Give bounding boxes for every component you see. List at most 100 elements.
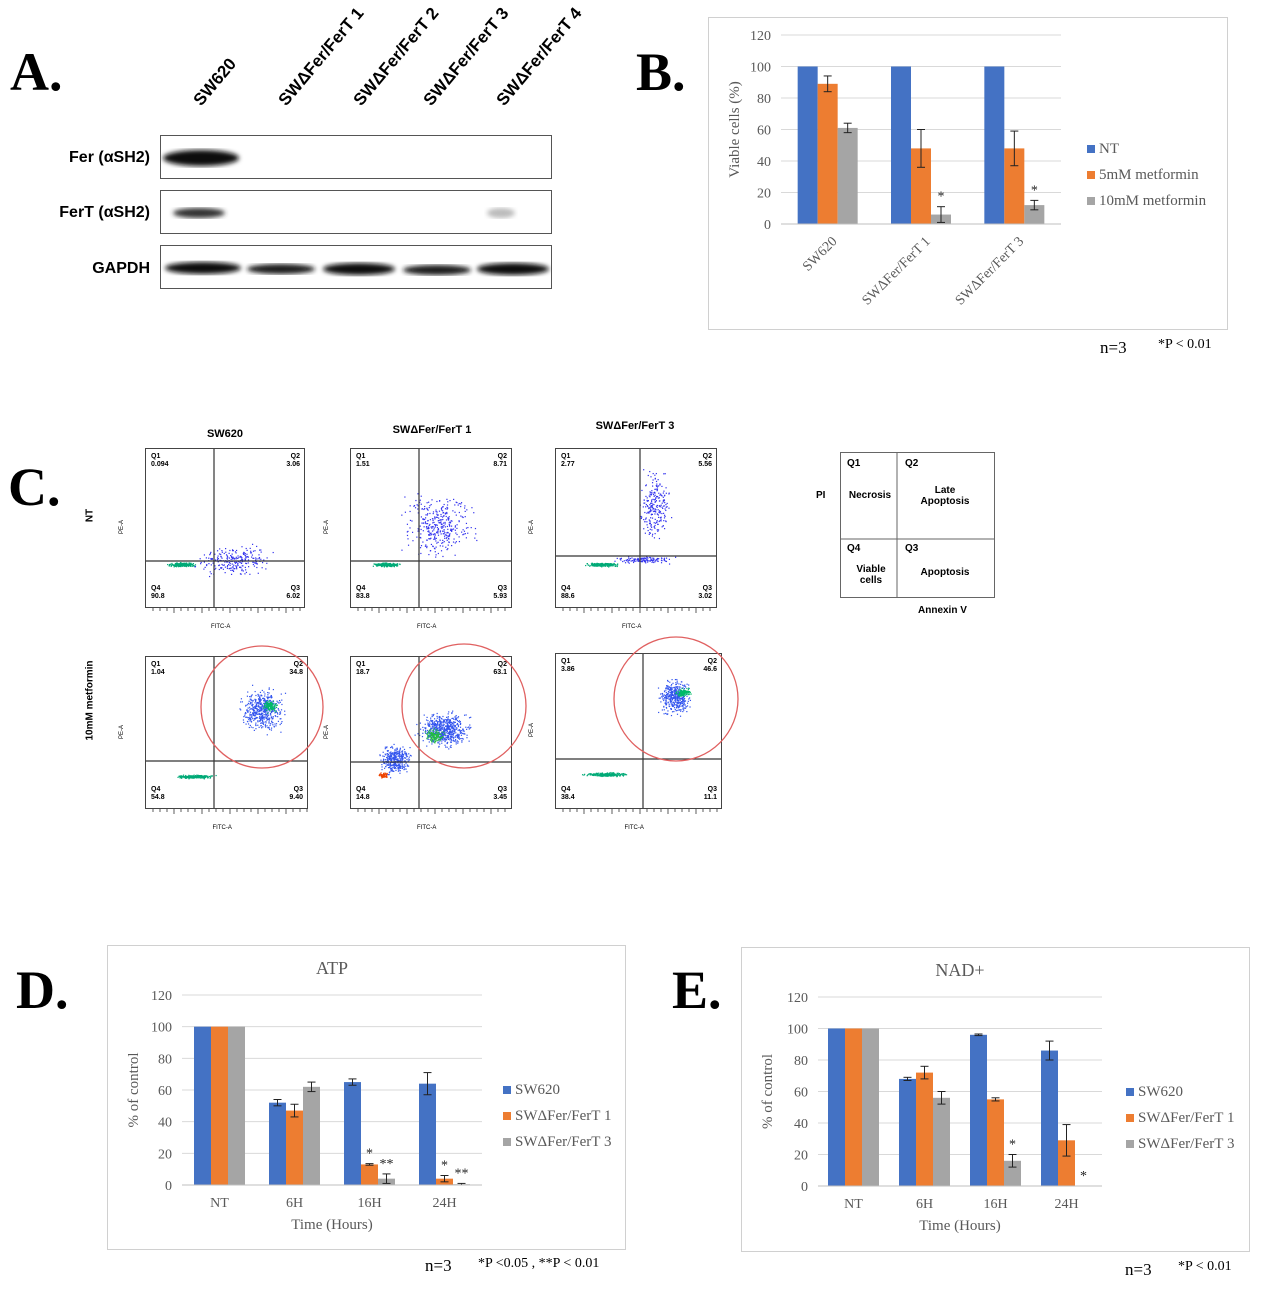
event-dot <box>656 529 658 531</box>
event-dot <box>661 506 663 508</box>
event-dot <box>270 714 272 716</box>
event-dot <box>240 709 242 711</box>
event-dot <box>390 759 393 761</box>
event-dot <box>256 702 258 704</box>
event-dot <box>447 713 449 715</box>
event-dot <box>461 516 463 518</box>
legend-label: 10mM metformin <box>1099 193 1207 209</box>
event-dot <box>377 563 379 565</box>
event-dot <box>256 711 258 713</box>
event-dot <box>280 718 282 720</box>
event-dot <box>397 760 399 762</box>
event-dot <box>662 496 664 498</box>
flow-x-axis-label: FITC-A <box>212 825 232 831</box>
flow-y-axis-label: PE-A <box>324 724 331 739</box>
event-dot <box>460 503 462 505</box>
event-dot <box>663 557 666 559</box>
event-dot <box>280 731 282 733</box>
event-dot <box>465 726 467 728</box>
event-dot <box>627 561 629 563</box>
event-dot <box>246 553 248 555</box>
event-dot <box>428 741 430 743</box>
event-dot <box>650 494 652 496</box>
event-dot <box>249 573 251 575</box>
event-dot <box>181 564 183 567</box>
quadrant-name: Q3 <box>702 585 712 592</box>
event-dot <box>392 753 394 755</box>
event-dot <box>662 507 664 510</box>
event-dot <box>454 526 456 528</box>
event-dot <box>267 715 269 717</box>
event-dot <box>208 575 211 578</box>
event-dot <box>668 698 670 700</box>
event-dot <box>398 755 400 757</box>
event-dot <box>436 712 438 715</box>
event-dot <box>284 710 286 712</box>
event-dot <box>660 559 663 561</box>
event-dot <box>433 713 435 716</box>
y-tick-label: 80 <box>757 92 771 107</box>
event-dot <box>271 710 273 712</box>
blot-strip-gapdh <box>160 245 552 289</box>
event-dot <box>391 753 393 755</box>
quadrant-q4-value: Q4 38.4 <box>561 786 585 802</box>
event-dot <box>241 546 243 548</box>
event-dot <box>606 772 608 774</box>
event-dot <box>250 699 252 701</box>
flow-x-axis-label: FITC-A <box>211 624 231 630</box>
event-dot <box>268 705 270 708</box>
x-tick-label: SW620 <box>800 234 840 274</box>
event-dot <box>441 733 443 735</box>
event-dot <box>631 557 633 559</box>
event-dot <box>384 759 386 761</box>
event-dot <box>401 750 404 752</box>
event-dot <box>441 742 443 744</box>
event-dot <box>390 769 392 771</box>
event-dot <box>243 716 245 718</box>
event-dot <box>665 698 667 700</box>
event-dot <box>466 734 468 736</box>
event-dot <box>388 563 390 565</box>
event-dot <box>245 723 247 725</box>
event-dot <box>386 747 388 749</box>
event-dot <box>470 527 472 529</box>
event-dot <box>262 700 265 702</box>
event-dot <box>455 501 457 503</box>
event-dot <box>450 744 452 747</box>
quadrant-name: Q2 <box>290 453 300 460</box>
event-dot <box>622 560 624 563</box>
event-dot <box>629 557 631 560</box>
event-dot <box>424 522 427 524</box>
flow-scatter <box>556 449 716 607</box>
event-dot <box>664 691 666 693</box>
event-dot <box>455 514 457 516</box>
event-dot <box>186 776 189 778</box>
event-dot <box>245 569 247 571</box>
event-dot <box>426 508 428 510</box>
event-dot <box>255 722 257 724</box>
event-dot <box>470 726 472 729</box>
event-dot <box>447 718 449 721</box>
event-dot <box>602 564 604 566</box>
event-dot <box>274 710 276 712</box>
blot-bands-fer <box>163 150 239 166</box>
event-dot <box>384 748 386 750</box>
event-dot <box>391 563 393 566</box>
legend-label: SWΔFer/FerT 3 <box>515 1134 611 1150</box>
event-dot <box>250 721 253 723</box>
event-dot <box>651 535 654 537</box>
event-dot <box>393 760 395 762</box>
event-dot <box>466 737 468 739</box>
legend-swatch <box>1087 145 1095 153</box>
event-dot <box>431 727 434 729</box>
event-dot <box>255 694 257 697</box>
event-dot <box>608 772 610 774</box>
event-dot <box>176 564 178 566</box>
event-dot <box>434 532 436 535</box>
event-dot <box>683 697 686 700</box>
y-axis-label: % of control <box>126 1053 142 1128</box>
event-dot <box>619 775 621 777</box>
event-dot <box>431 518 434 520</box>
bar <box>797 66 818 224</box>
event-dot <box>671 692 673 694</box>
